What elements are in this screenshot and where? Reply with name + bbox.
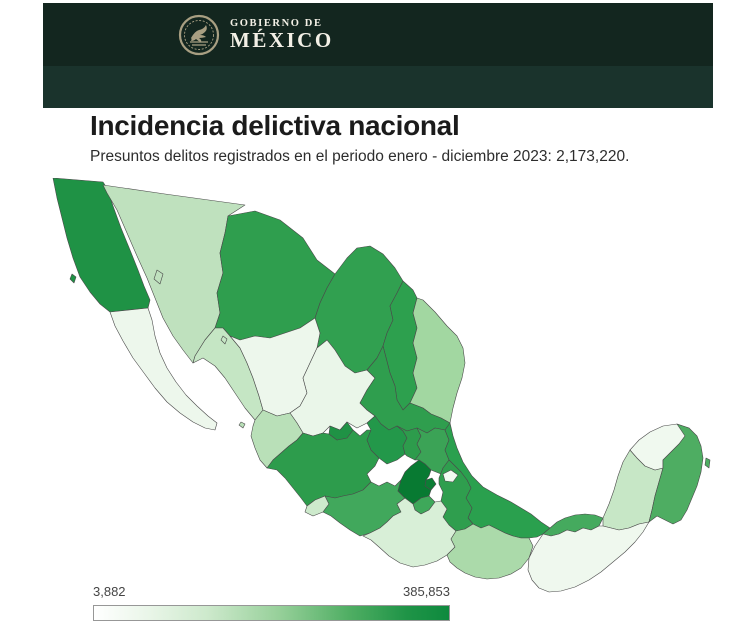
legend-labels: 3,882 385,853: [93, 584, 450, 599]
legend-gradient-bar: [93, 605, 450, 621]
island-sinaloa-coast: [220, 335, 228, 345]
island-cozumel: [704, 457, 711, 469]
state-oaxaca[interactable]: [446, 523, 534, 580]
state-chiapas[interactable]: [527, 521, 650, 593]
legend-max-label: 385,853: [403, 584, 450, 599]
state-guanajuato[interactable]: [366, 415, 408, 465]
header-bottom-band: [43, 66, 713, 108]
page-title: Incidencia delictiva nacional: [90, 110, 460, 141]
island-tiburon: [153, 269, 164, 285]
gobierno-de-mexico-logo[interactable]: GOBIERNO DE MÉXICO: [178, 14, 334, 56]
mexico-choropleth-map: [52, 178, 711, 593]
state-zacatecas[interactable]: [289, 339, 376, 437]
state-ciudad-de-mexico[interactable]: [424, 477, 437, 491]
state-tlaxcala[interactable]: [442, 469, 459, 483]
government-header: GOBIERNO DE MÉXICO: [43, 3, 713, 108]
state-tamaulipas[interactable]: [409, 297, 466, 424]
state-baja-california-sur[interactable]: [109, 307, 218, 431]
state-guerrero[interactable]: [362, 497, 457, 568]
brand-line-mexico: MÉXICO: [230, 27, 334, 52]
legend-min-label: 3,882: [93, 584, 126, 599]
state-quintana-roo[interactable]: [648, 423, 704, 525]
page-subtitle: Presuntos delitos registrados en el peri…: [90, 148, 630, 165]
brand-wordmark: GOBIERNO DE MÉXICO: [230, 18, 334, 51]
state-aguascalientes[interactable]: [328, 421, 354, 441]
island-marias: [238, 421, 246, 429]
legend-gradient: [94, 606, 449, 620]
mexico-eagle-seal-icon: [178, 14, 220, 55]
header-top-band: GOBIERNO DE MÉXICO: [43, 3, 713, 66]
brand-line-gobierno-de: GOBIERNO DE: [230, 17, 323, 29]
island-cedros: [69, 273, 77, 284]
